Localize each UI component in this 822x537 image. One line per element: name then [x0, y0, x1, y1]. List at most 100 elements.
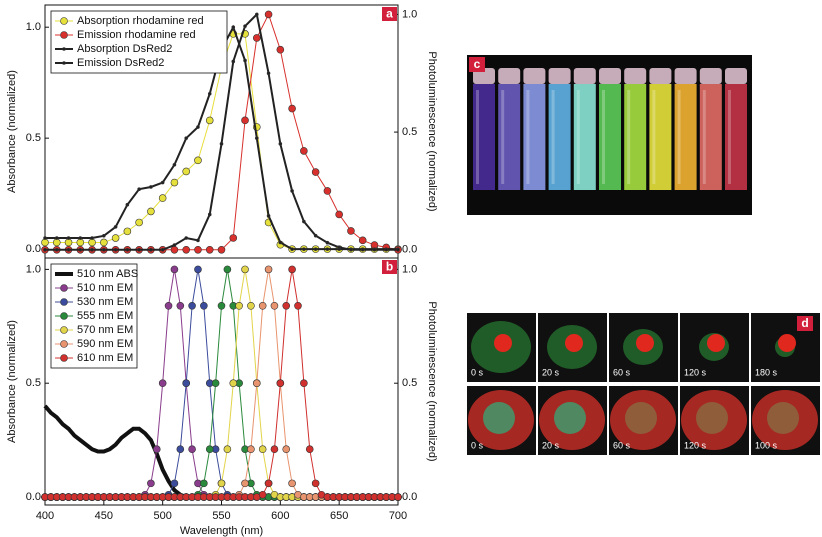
vial: [599, 84, 621, 190]
time-label: 20 s: [542, 440, 560, 450]
data-point: [247, 445, 255, 454]
data-point: [160, 180, 165, 185]
data-point: [264, 265, 273, 274]
data-point: [219, 142, 224, 146]
vial-highlight: [501, 90, 505, 184]
data-point: [288, 104, 296, 113]
time-label: 100 s: [755, 440, 778, 450]
time-label: 120 s: [684, 367, 707, 377]
x-tick-label: 400: [36, 510, 54, 522]
nucleus: [483, 402, 515, 434]
vial-cap: [599, 68, 621, 84]
vial: [725, 84, 747, 190]
data-point: [243, 24, 247, 28]
data-point: [137, 187, 141, 192]
data-point: [349, 247, 353, 252]
data-point: [217, 302, 226, 310]
data-point: [182, 167, 190, 176]
data-point: [66, 247, 71, 252]
data-point: [311, 479, 320, 488]
legend-label: Emission rhodamine red: [77, 29, 196, 41]
data-point: [184, 136, 188, 140]
data-point: [76, 238, 85, 247]
vial-highlight: [551, 90, 555, 184]
data-point: [113, 225, 118, 229]
data-point: [235, 302, 243, 310]
data-point: [276, 45, 285, 54]
x-tick-label: 700: [389, 510, 407, 522]
data-point: [102, 234, 106, 238]
vial-cap: [548, 68, 571, 84]
x-tick-label: 550: [212, 510, 230, 522]
data-point: [247, 302, 255, 310]
data-point: [313, 247, 318, 251]
y-tick-label: 0.5: [26, 132, 41, 144]
data-point: [278, 142, 283, 146]
data-point: [90, 247, 94, 252]
panel-label: b: [386, 260, 393, 274]
data-point: [302, 247, 306, 251]
nucleus: [565, 334, 583, 352]
data-point: [243, 58, 247, 63]
data-point: [217, 479, 226, 488]
data-point: [372, 247, 377, 252]
data-point: [294, 302, 302, 310]
vial: [649, 84, 672, 190]
legend-marker: [62, 47, 66, 51]
vial: [699, 84, 722, 190]
data-point: [396, 247, 400, 252]
data-point: [90, 236, 94, 240]
data-point: [258, 302, 267, 310]
legend-marker: [60, 298, 68, 306]
vial-highlight: [702, 90, 706, 184]
time-label: 0 s: [471, 367, 484, 377]
data-point: [188, 302, 196, 310]
data-point: [241, 479, 249, 488]
vial: [624, 84, 647, 190]
panel-label: a: [386, 7, 393, 21]
data-point: [158, 194, 167, 202]
vial-highlight: [652, 90, 656, 184]
data-point: [360, 247, 365, 252]
data-point: [194, 245, 202, 254]
data-point: [305, 445, 314, 454]
data-point: [66, 236, 71, 240]
data-point: [302, 219, 306, 224]
data-point: [182, 245, 190, 254]
data-point: [176, 445, 185, 454]
vial: [674, 84, 697, 190]
data-point: [258, 445, 267, 454]
data-point: [207, 212, 212, 217]
data-point: [113, 247, 118, 252]
data-point: [78, 247, 83, 252]
data-point: [200, 302, 208, 310]
data-point: [147, 207, 155, 216]
nucleus: [636, 334, 654, 352]
y-tick-label: 1.0: [26, 21, 41, 33]
data-point: [170, 245, 179, 254]
y2-axis-label: Photoluminescence (normalized): [426, 51, 438, 211]
vial-highlight: [602, 90, 605, 184]
x-tick-label: 450: [95, 510, 113, 522]
data-point: [123, 227, 132, 236]
vial-highlight: [627, 90, 631, 184]
vial-cap: [725, 68, 747, 84]
legend-label: 510 nm ABS: [77, 268, 138, 280]
vial-cap: [699, 68, 722, 84]
vial: [473, 84, 495, 190]
data-point: [149, 185, 153, 189]
vial: [498, 84, 521, 190]
data-point: [149, 247, 153, 252]
y2-axis-label: Photoluminescence (normalized): [426, 301, 438, 461]
data-point: [254, 12, 259, 17]
data-point: [217, 245, 226, 254]
data-point: [313, 233, 318, 238]
vial-cap: [624, 68, 647, 84]
panel-label-box: [797, 316, 813, 331]
y-axis-label: Absorbance (normalized): [6, 320, 18, 443]
data-point: [231, 25, 236, 29]
legend-label: 610 nm EM: [77, 352, 133, 364]
vial-cap: [523, 68, 546, 84]
legend-label: Absorption DsRed2: [77, 43, 172, 55]
